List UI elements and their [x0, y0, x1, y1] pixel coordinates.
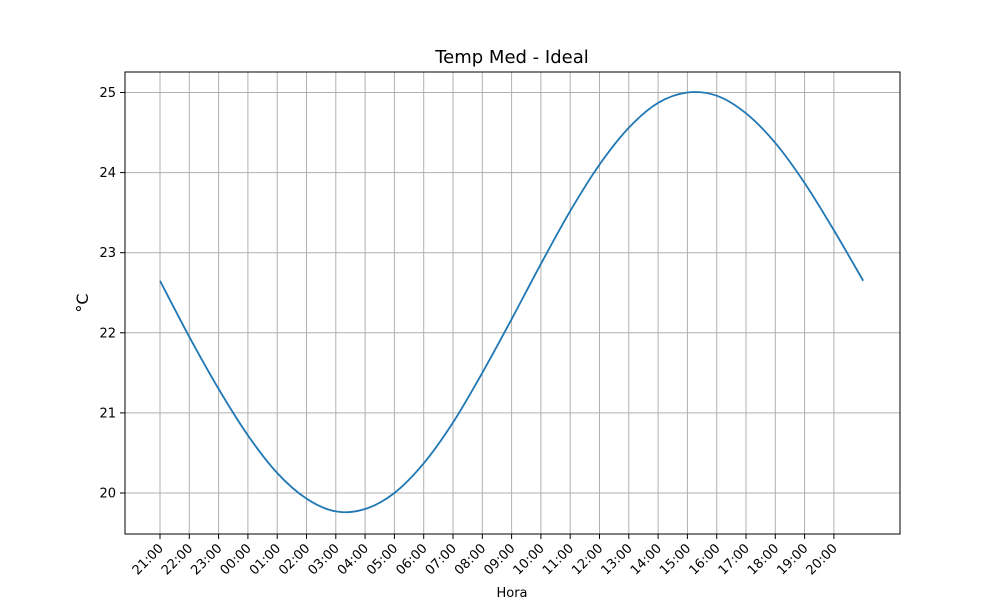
x-tick-label: 14:00	[628, 541, 665, 578]
x-tick-label: 02:00	[276, 541, 313, 578]
plot-frame	[124, 71, 901, 535]
x-tick-label: 10:00	[511, 541, 548, 578]
x-tick-label: 17:00	[716, 541, 753, 578]
series-layer	[159, 91, 864, 514]
x-tick-label: 03:00	[306, 541, 343, 578]
y-tick-label: 22	[99, 326, 116, 341]
x-tick-label: 13:00	[599, 541, 636, 578]
x-tick-label: 09:00	[481, 541, 518, 578]
x-tick-label: 06:00	[393, 541, 430, 578]
grid	[125, 72, 900, 534]
x-tick-label: 00:00	[218, 541, 255, 578]
y-tick-label: 23	[99, 246, 116, 261]
x-tick-label: 21:00	[130, 541, 167, 578]
axes-ticks: 21:0022:0023:0000:0001:0002:0003:0004:00…	[99, 86, 840, 578]
chart-title: Temp Med - Ideal	[434, 47, 589, 68]
x-tick-label: 07:00	[423, 541, 460, 578]
x-tick-label: 23:00	[188, 541, 225, 578]
y-axis-label: °C	[73, 293, 92, 312]
x-tick-label: 01:00	[247, 541, 284, 578]
x-tick-label: 04:00	[335, 541, 372, 578]
x-tick-label: 12:00	[569, 541, 606, 578]
x-tick-label: 19:00	[774, 541, 811, 578]
x-tick-label: 18:00	[745, 541, 782, 578]
y-tick-label: 20	[99, 487, 116, 502]
x-tick-label: 05:00	[364, 541, 401, 578]
y-tick-label: 25	[99, 86, 116, 101]
series-line	[159, 91, 864, 514]
y-tick-label: 21	[99, 406, 116, 421]
x-tick-label: 16:00	[686, 541, 723, 578]
x-axis-label: Hora	[496, 586, 527, 600]
y-tick-label: 24	[99, 166, 116, 181]
x-tick-label: 20:00	[804, 541, 841, 578]
x-tick-label: 08:00	[452, 541, 489, 578]
x-tick-label: 22:00	[159, 541, 196, 578]
x-tick-label: 15:00	[657, 541, 694, 578]
x-tick-label: 11:00	[540, 541, 577, 578]
